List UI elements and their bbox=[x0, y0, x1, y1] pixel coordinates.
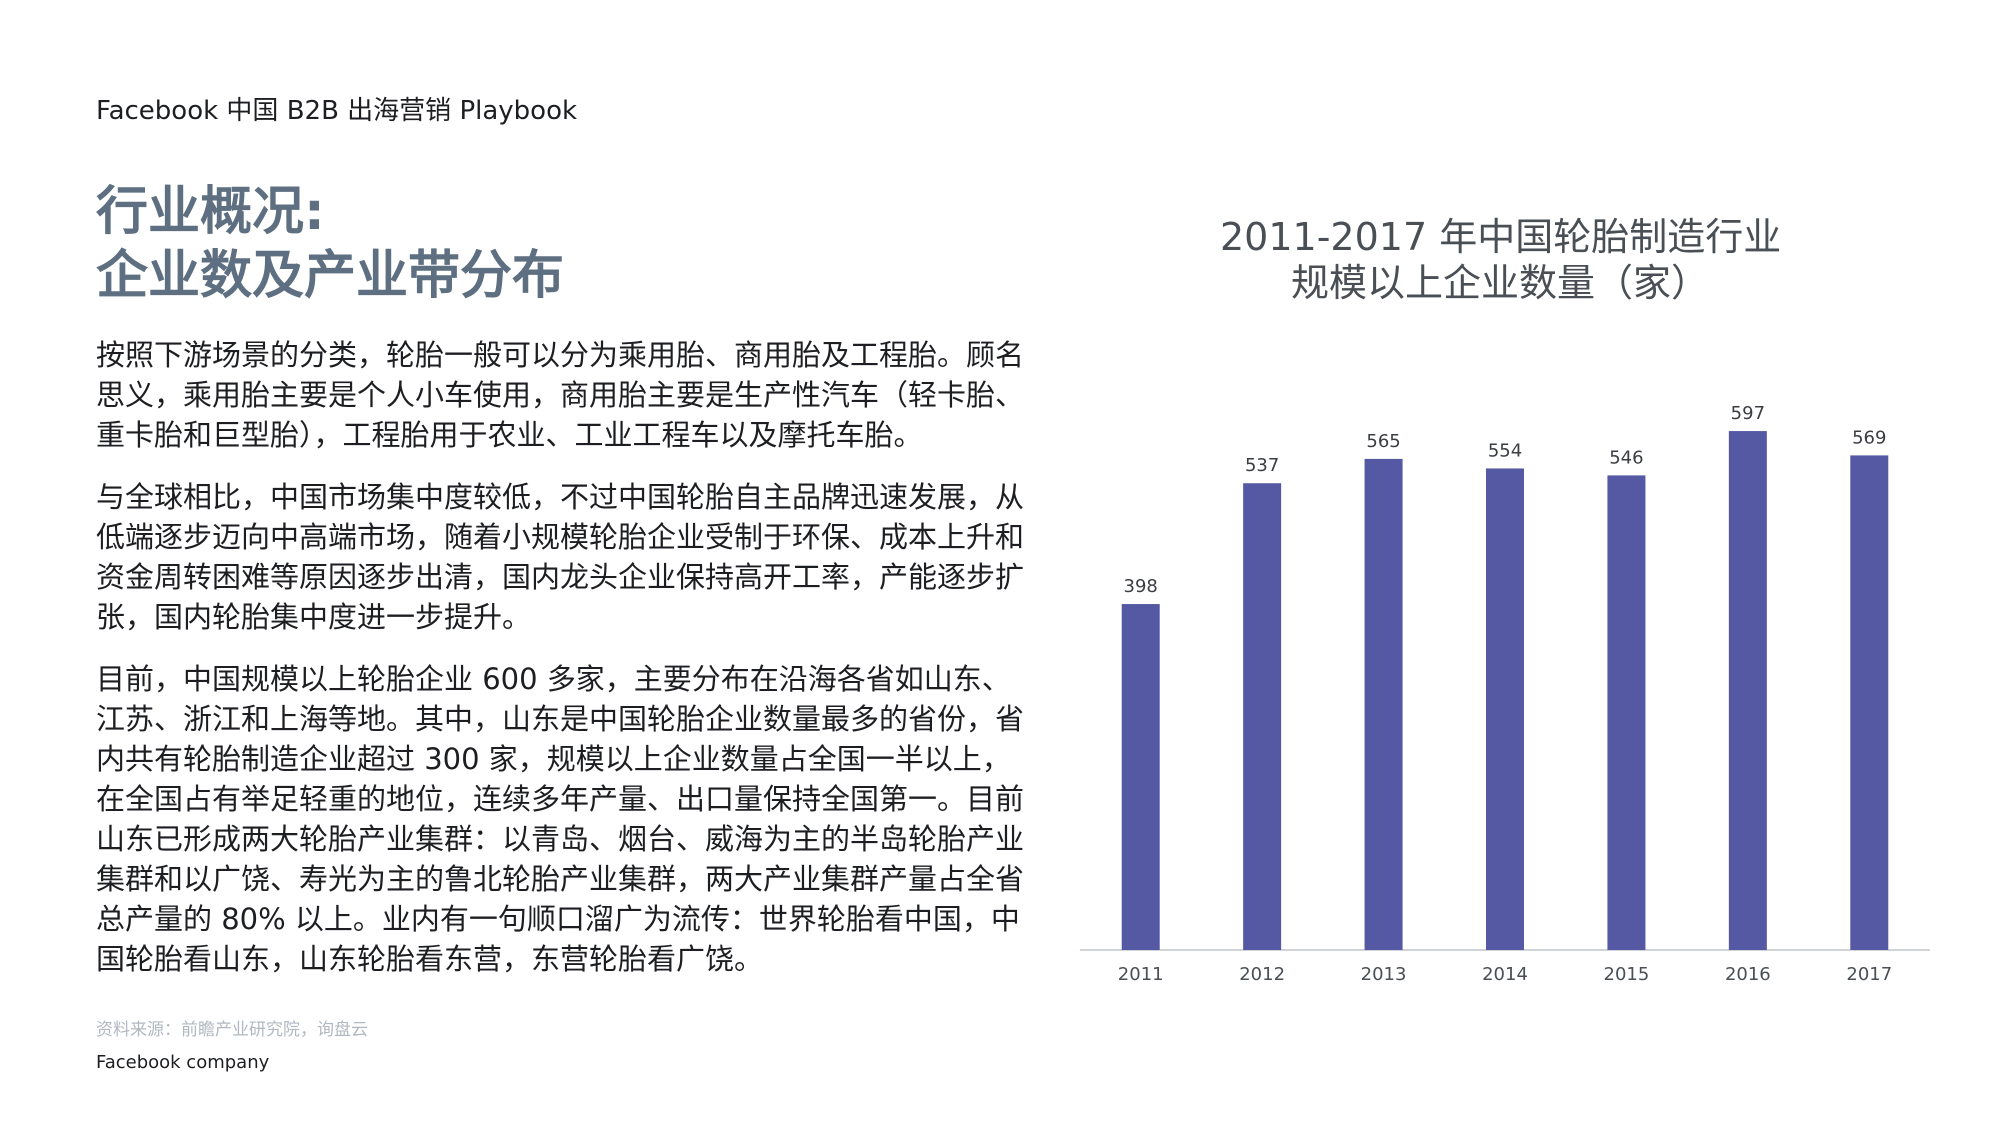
chart-title-line1: 2011-2017 年中国轮胎制造行业 bbox=[1220, 215, 1782, 259]
data-label-2012: 537 bbox=[1245, 455, 1279, 476]
page-title-line1: 行业概况: bbox=[96, 182, 325, 242]
data-label-2015: 546 bbox=[1609, 447, 1643, 468]
bar-2015 bbox=[1607, 475, 1646, 950]
bar-2016 bbox=[1728, 431, 1767, 950]
x-tick-label-2013: 2013 bbox=[1361, 964, 1407, 985]
bar-chart: 398 2011 537 2012 565 2013 554 2014 546 2015 597 20… bbox=[1080, 403, 1930, 985]
document-header: Facebook 中国 B2B 出海营销 Playbook bbox=[96, 96, 578, 126]
paragraph-2: 与全球相比，中国市场集中度较低，不过中国轮胎自主品牌迅速发展，从低端逐步迈向中高… bbox=[96, 480, 1025, 634]
data-label-2017: 569 bbox=[1852, 427, 1886, 448]
bar-2014 bbox=[1486, 468, 1524, 950]
x-tick-label-2015: 2015 bbox=[1604, 964, 1650, 985]
bar-2011 bbox=[1121, 604, 1160, 950]
x-tick-label-2017: 2017 bbox=[1846, 964, 1892, 985]
x-tick-label-2012: 2012 bbox=[1239, 964, 1285, 985]
page-title-line2: 企业数及产业带分布 bbox=[96, 246, 565, 306]
bar-2012 bbox=[1243, 483, 1282, 950]
data-label-2014: 554 bbox=[1488, 440, 1522, 461]
paragraph-1: 按照下游场景的分类，轮胎一般可以分为乘用胎、商用胎及工程胎。顾名思义，乘用胎主要… bbox=[96, 338, 1025, 452]
x-tick-label-2016: 2016 bbox=[1725, 964, 1771, 985]
x-tick-label-2011: 2011 bbox=[1118, 964, 1164, 985]
body-text: 按照下游场景的分类，轮胎一般可以分为乘用胎、商用胎及工程胎。顾名思义，乘用胎主要… bbox=[96, 335, 1026, 1001]
paragraph-3: 目前，中国规模以上轮胎企业 600 多家，主要分布在沿海各省如山东、江苏、浙江和… bbox=[96, 662, 1025, 976]
source-note: 资料来源：前瞻产业研究院，询盘云 bbox=[96, 1020, 368, 1040]
page-title: 行业概况: 企业数及产业带分布 bbox=[96, 180, 564, 308]
chart-title-line2: 规模以上企业数量（家） bbox=[1290, 261, 1709, 305]
data-label-2016: 597 bbox=[1731, 403, 1765, 424]
bar-2013 bbox=[1364, 458, 1403, 950]
data-label-2013: 565 bbox=[1366, 431, 1400, 452]
data-label-2011: 398 bbox=[1124, 576, 1158, 597]
footer-company: Facebook company bbox=[96, 1052, 270, 1073]
bar-2017 bbox=[1850, 455, 1889, 950]
chart-title: 2011-2017 年中国轮胎制造行业 规模以上企业数量（家） bbox=[1220, 214, 1782, 306]
x-tick-label-2014: 2014 bbox=[1482, 964, 1528, 985]
